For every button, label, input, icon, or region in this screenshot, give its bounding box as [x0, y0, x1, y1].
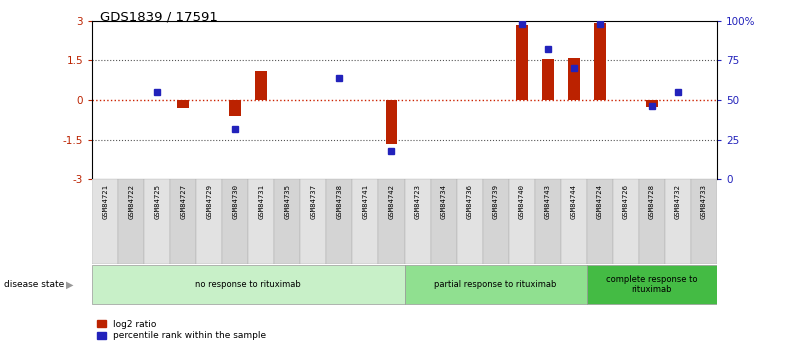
Bar [92, 179, 119, 264]
Legend: log2 ratio, percentile rank within the sample: log2 ratio, percentile rank within the s… [97, 320, 266, 341]
Bar [586, 179, 613, 264]
Bar [405, 179, 431, 264]
Bar [482, 179, 509, 264]
Bar [144, 179, 171, 264]
Text: complete response to
rituximab: complete response to rituximab [606, 275, 698, 294]
Bar [646, 100, 658, 107]
Text: GSM84743: GSM84743 [545, 184, 550, 219]
Text: GSM84731: GSM84731 [259, 184, 264, 219]
Bar [119, 179, 144, 264]
Bar [229, 100, 241, 116]
Text: GSM84739: GSM84739 [493, 184, 498, 219]
Text: GSM84732: GSM84732 [675, 184, 681, 219]
Text: GSM84723: GSM84723 [415, 184, 421, 219]
Bar [594, 23, 606, 100]
Bar [690, 179, 717, 264]
Text: GSM84730: GSM84730 [232, 184, 238, 219]
Bar [665, 179, 690, 264]
Text: GSM84724: GSM84724 [597, 184, 602, 219]
Bar [535, 179, 561, 264]
Text: GSM84742: GSM84742 [388, 184, 394, 219]
Bar [92, 265, 405, 305]
Text: GSM84726: GSM84726 [623, 184, 629, 219]
Text: GSM84736: GSM84736 [467, 184, 473, 219]
Text: GDS1839 / 17591: GDS1839 / 17591 [100, 10, 218, 23]
Bar [457, 179, 482, 264]
Text: GSM84737: GSM84737 [311, 184, 316, 219]
Bar [509, 179, 535, 264]
Text: GSM84725: GSM84725 [155, 184, 160, 219]
Text: GSM84722: GSM84722 [128, 184, 134, 219]
Bar [196, 179, 223, 264]
Bar [352, 179, 378, 264]
Text: GSM84727: GSM84727 [180, 184, 186, 219]
Bar [223, 179, 248, 264]
Bar [177, 100, 189, 108]
Bar [561, 179, 586, 264]
Text: GSM84738: GSM84738 [336, 184, 342, 219]
Bar [639, 179, 665, 264]
Text: disease state: disease state [4, 280, 64, 289]
Text: GSM84744: GSM84744 [571, 184, 577, 219]
Text: GSM84729: GSM84729 [207, 184, 212, 219]
Text: ▶: ▶ [66, 280, 73, 289]
Bar [256, 71, 268, 100]
Bar [586, 265, 717, 305]
Bar [171, 179, 196, 264]
Bar [613, 179, 639, 264]
Bar [379, 179, 405, 264]
Text: partial response to rituximab: partial response to rituximab [434, 280, 557, 289]
Text: GSM84734: GSM84734 [441, 184, 446, 219]
Bar [568, 58, 580, 100]
Bar [327, 179, 352, 264]
Text: GSM84728: GSM84728 [649, 184, 654, 219]
Bar [405, 265, 586, 305]
Bar [431, 179, 457, 264]
Bar [541, 59, 553, 100]
Text: no response to rituximab: no response to rituximab [195, 280, 301, 289]
Text: GSM84735: GSM84735 [284, 184, 290, 219]
Text: GSM84721: GSM84721 [103, 184, 108, 219]
Bar [248, 179, 274, 264]
Bar [300, 179, 327, 264]
Bar [516, 25, 528, 100]
Text: GSM84741: GSM84741 [363, 184, 368, 219]
Bar [385, 100, 397, 144]
Bar [274, 179, 300, 264]
Text: GSM84733: GSM84733 [701, 184, 706, 219]
Text: GSM84740: GSM84740 [519, 184, 525, 219]
